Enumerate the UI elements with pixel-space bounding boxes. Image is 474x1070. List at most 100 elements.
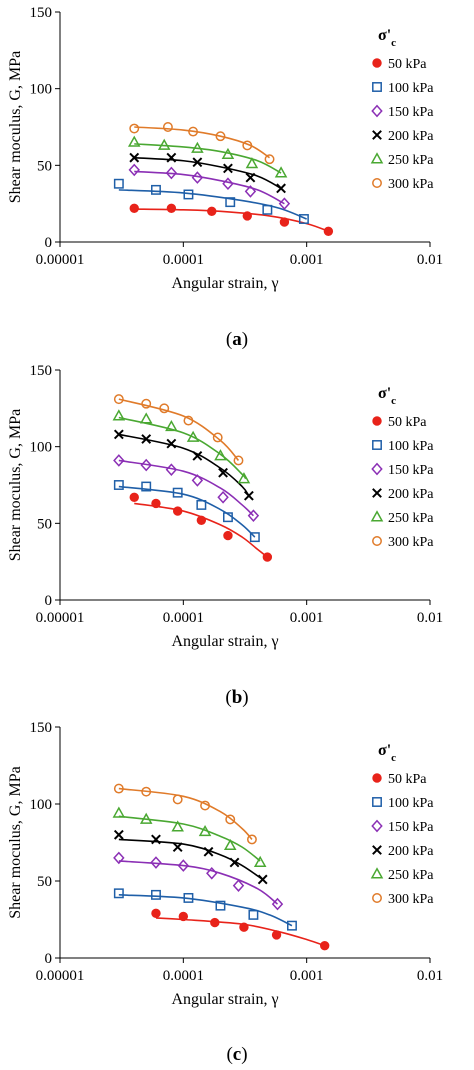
data-point: [274, 166, 288, 178]
data-point: [172, 506, 183, 516]
panel-label: (a): [226, 329, 248, 350]
legend-entry: 300 kPa: [388, 892, 434, 907]
panel-label: (c): [226, 1044, 247, 1065]
legend-marker: [372, 82, 382, 92]
data-point: [246, 834, 257, 845]
y-axis-title: Shear moculus, G, MPa: [7, 409, 24, 561]
legend-marker: [372, 536, 382, 546]
data-point: [157, 138, 171, 150]
data-point: [151, 908, 161, 919]
data-point: [178, 911, 189, 922]
x-axis-title: Angular strain, γ: [171, 633, 278, 650]
series: [113, 454, 260, 522]
fit-line: [134, 126, 270, 159]
legend-entry: 250 kPa: [388, 868, 434, 883]
data-point: [212, 432, 223, 443]
data-point: [113, 888, 124, 899]
data-point: [210, 917, 220, 928]
series: [129, 492, 273, 562]
data-point: [113, 851, 125, 865]
data-point: [200, 800, 211, 811]
data-point: [141, 786, 152, 797]
data-point: [215, 900, 226, 911]
data-point: [183, 892, 194, 903]
legend-entry: 150 kPa: [388, 463, 434, 478]
x-tick-label: 0.0001: [163, 968, 204, 984]
data-point: [253, 855, 267, 867]
data-point: [186, 430, 200, 442]
fit-line: [118, 838, 264, 881]
legend-entry: 300 kPa: [388, 535, 434, 550]
data-point: [141, 434, 152, 444]
data-point: [262, 552, 273, 562]
data-point: [141, 481, 152, 492]
data-point: [237, 472, 251, 484]
fit-line: [155, 917, 325, 947]
data-point: [278, 197, 291, 210]
x-tick-label: 0.01: [417, 968, 443, 984]
series: [113, 429, 254, 501]
series: [113, 480, 260, 543]
data-point: [151, 889, 161, 900]
data-point: [177, 859, 190, 872]
data-point: [245, 172, 256, 183]
fit-line: [118, 815, 261, 862]
data-point: [298, 214, 309, 224]
data-point: [172, 487, 183, 498]
legend-marker: [372, 178, 382, 188]
data-point: [140, 458, 152, 472]
data-point: [191, 474, 204, 487]
legend-entry: 250 kPa: [388, 511, 434, 526]
y-tick-label: 0: [45, 593, 53, 609]
data-point: [248, 909, 259, 920]
data-point: [171, 820, 184, 832]
legend-marker: [372, 773, 382, 783]
data-point: [271, 930, 282, 940]
fit-line: [134, 143, 282, 174]
data-point: [239, 922, 249, 932]
legend-marker: [372, 416, 382, 426]
data-point: [196, 515, 207, 525]
legend-entry: 50 kPa: [388, 415, 427, 430]
data-point: [183, 189, 194, 200]
data-point: [113, 480, 124, 490]
series: [127, 135, 288, 178]
data-point: [242, 140, 253, 151]
x-tick-label: 0.001: [290, 610, 324, 626]
legend-title: σ'c: [378, 385, 396, 407]
y-axis-title: Shear moculus, G, MPa: [7, 51, 24, 203]
series: [113, 783, 257, 845]
data-point: [151, 498, 161, 509]
y-tick-label: 50: [37, 516, 52, 532]
data-point: [166, 438, 177, 449]
data-point: [162, 122, 173, 132]
y-tick-label: 100: [30, 440, 53, 456]
series: [113, 888, 297, 931]
data-point: [191, 171, 204, 184]
legend: σ'c 50 kPa 100 kPa 150 kPa 200 kPa 250 kPa 300…: [370, 27, 434, 192]
data-point: [233, 455, 244, 466]
data-point: [113, 783, 124, 794]
data-point: [223, 530, 233, 541]
series: [129, 152, 286, 194]
legend-marker: [370, 152, 384, 164]
data-point: [262, 204, 273, 215]
legend-marker: [371, 104, 383, 118]
series: [113, 394, 244, 466]
x-tick-label: 0.01: [417, 610, 443, 626]
y-tick-label: 150: [30, 720, 53, 736]
data-point: [141, 398, 152, 409]
data-point: [247, 509, 260, 522]
data-point: [206, 866, 218, 880]
data-point: [214, 449, 227, 461]
chart-panel: 0 50 100 150 0.00001 0.0001 0.001 0.01 Angular s…: [7, 363, 443, 708]
fit-line: [118, 416, 247, 480]
data-point: [203, 846, 214, 857]
data-point: [113, 394, 124, 405]
data-point: [159, 403, 170, 414]
legend-entry: 50 kPa: [388, 57, 427, 72]
data-point: [225, 814, 236, 825]
data-point: [249, 532, 260, 543]
series: [129, 203, 334, 236]
